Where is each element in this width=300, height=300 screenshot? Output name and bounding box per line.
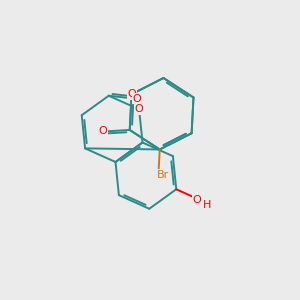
Text: O: O [192,195,201,205]
Text: O: O [98,127,107,136]
Text: Br: Br [157,170,169,180]
Text: O: O [133,94,142,104]
Text: O: O [127,89,136,99]
Text: O: O [135,104,143,114]
Text: H: H [203,200,212,210]
